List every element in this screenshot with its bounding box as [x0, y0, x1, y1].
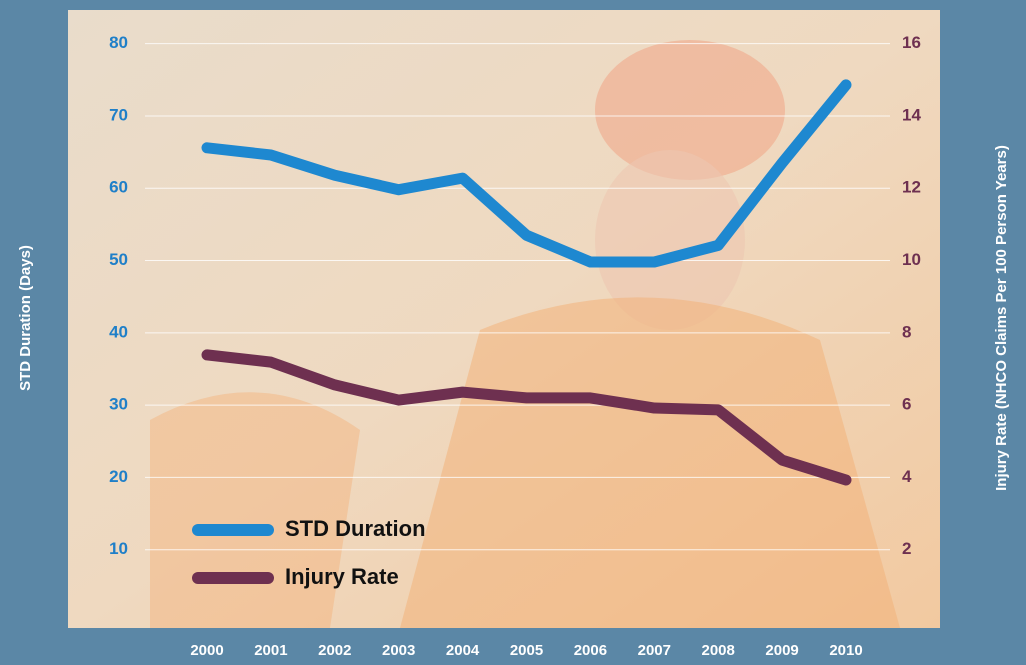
y2-tick-label: 12 [902, 178, 921, 197]
y2-tick-label: 4 [902, 467, 912, 486]
y-tick-label: 80 [109, 33, 128, 52]
x-tick-label: 2002 [318, 642, 351, 659]
legend-label: Injury Rate [285, 564, 399, 589]
y2-tick-label: 10 [902, 250, 921, 269]
y2-tick-label: 16 [902, 33, 921, 52]
photo-face [595, 150, 745, 330]
x-tick-label: 2007 [638, 642, 671, 659]
photo-arm [150, 392, 360, 628]
y2-tick-label: 8 [902, 322, 911, 341]
x-tick-label: 2001 [254, 642, 287, 659]
y2-tick-label: 6 [902, 395, 911, 414]
photo-jacket [400, 297, 900, 628]
y-tick-label: 30 [109, 395, 128, 414]
x-tick-label: 2008 [702, 642, 735, 659]
x-tick-label: 2010 [829, 642, 862, 659]
x-tick-label: 2000 [190, 642, 223, 659]
y-tick-label: 10 [109, 539, 128, 558]
y-tick-label: 40 [109, 322, 128, 341]
x-tick-label: 2003 [382, 642, 415, 659]
y-tick-label: 60 [109, 178, 128, 197]
x-tick-label: 2004 [446, 642, 480, 659]
series-line [201, 349, 852, 486]
x-tick-label: 2006 [574, 642, 607, 659]
y2-tick-label: 14 [902, 105, 921, 124]
y-tick-label: 50 [109, 250, 128, 269]
photo-helmet [595, 40, 785, 180]
x-tick-label: 2005 [510, 642, 543, 659]
y-tick-label: 70 [109, 105, 128, 124]
x-tick-label: 2009 [765, 642, 798, 659]
legend-label: STD Duration [285, 516, 426, 541]
y-axis-title: STD Duration (Days) [17, 245, 34, 391]
series-line [201, 79, 852, 268]
y2-tick-label: 2 [902, 539, 911, 558]
y-tick-label: 20 [109, 467, 128, 486]
y2-axis-title: Injury Rate (NHCO Claims Per 100 Person … [993, 145, 1010, 491]
